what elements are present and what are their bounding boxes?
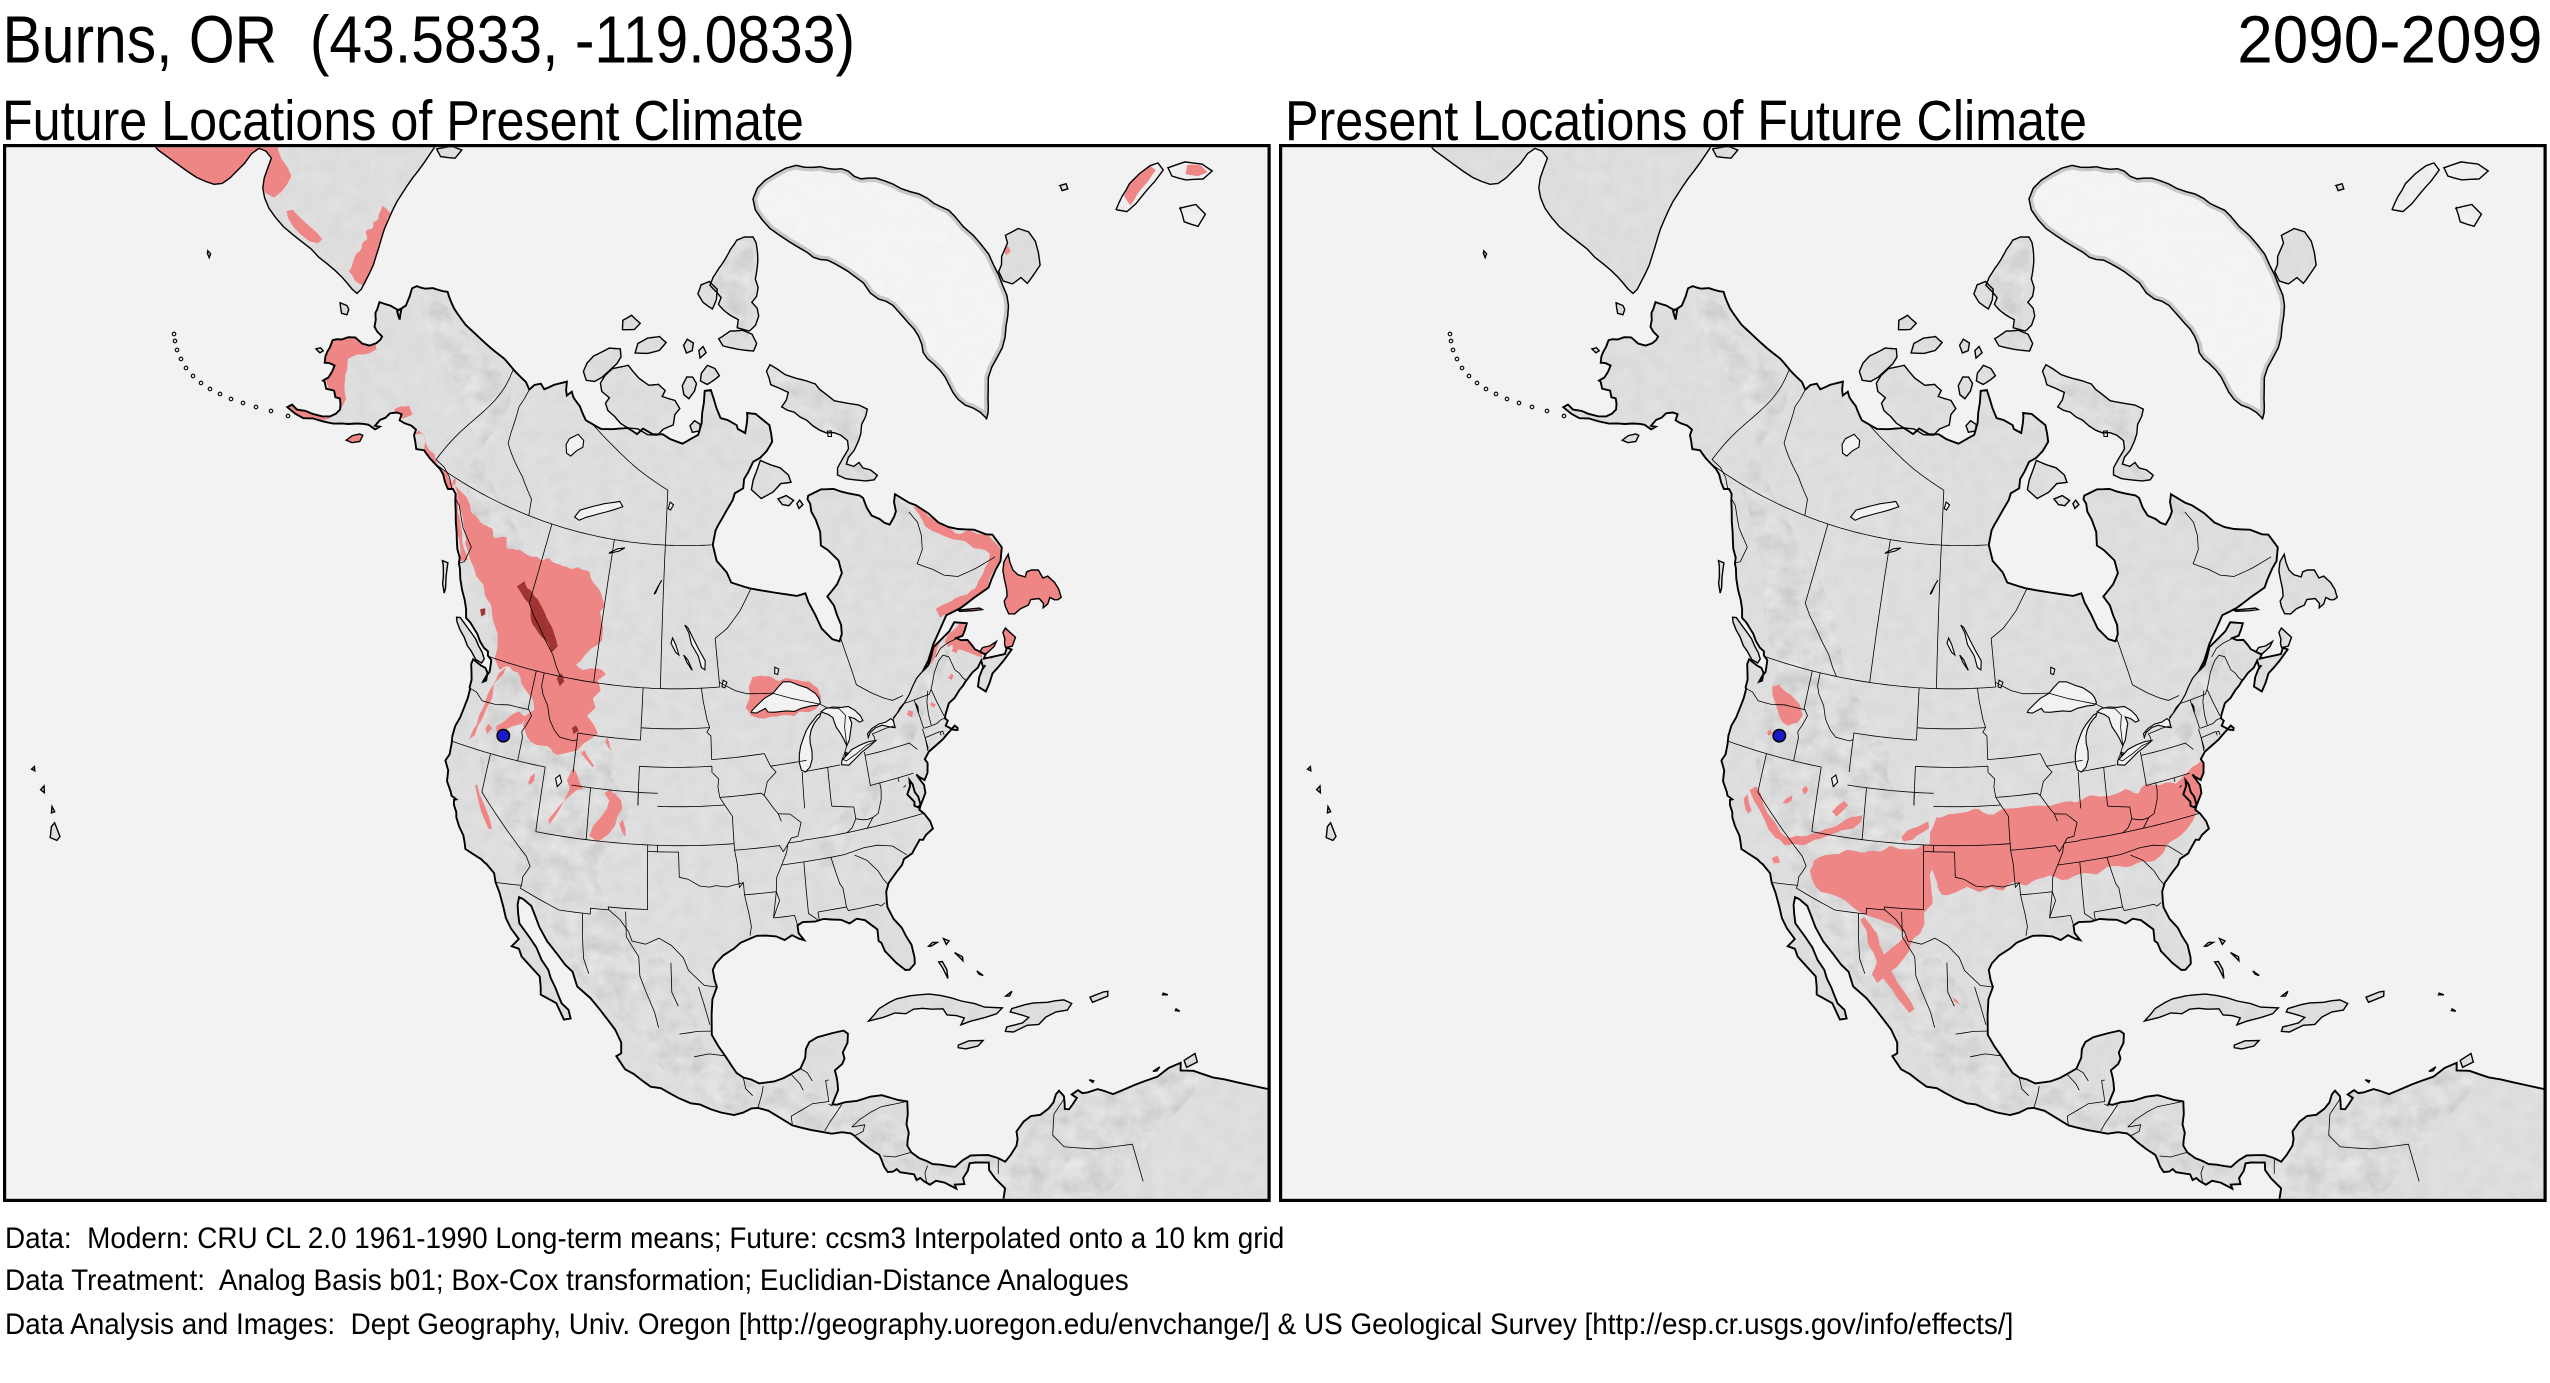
svg-text:2090-2099: 2090-2099 [2237, 2, 2542, 76]
svg-text:Present Locations of Future Cl: Present Locations of Future Climate [1285, 90, 2087, 152]
svg-text:Data Treatment: Analog Basis: Data Treatment: Analog Basis b01; Box-Co… [5, 1264, 1129, 1297]
svg-text:Data: Modern: CRU CL 2.0 1961: Data: Modern: CRU CL 2.0 1961-1990 Long-… [5, 1222, 1284, 1255]
svg-text:Burns, OR (43.5833, -119.0833: Burns, OR (43.5833, -119.0833) [2, 3, 855, 77]
svg-text:Future Locations of Present Cl: Future Locations of Present Climate [2, 90, 804, 152]
svg-text:Data Analysis and Images: Dep: Data Analysis and Images: Dept Geography… [5, 1308, 2013, 1341]
